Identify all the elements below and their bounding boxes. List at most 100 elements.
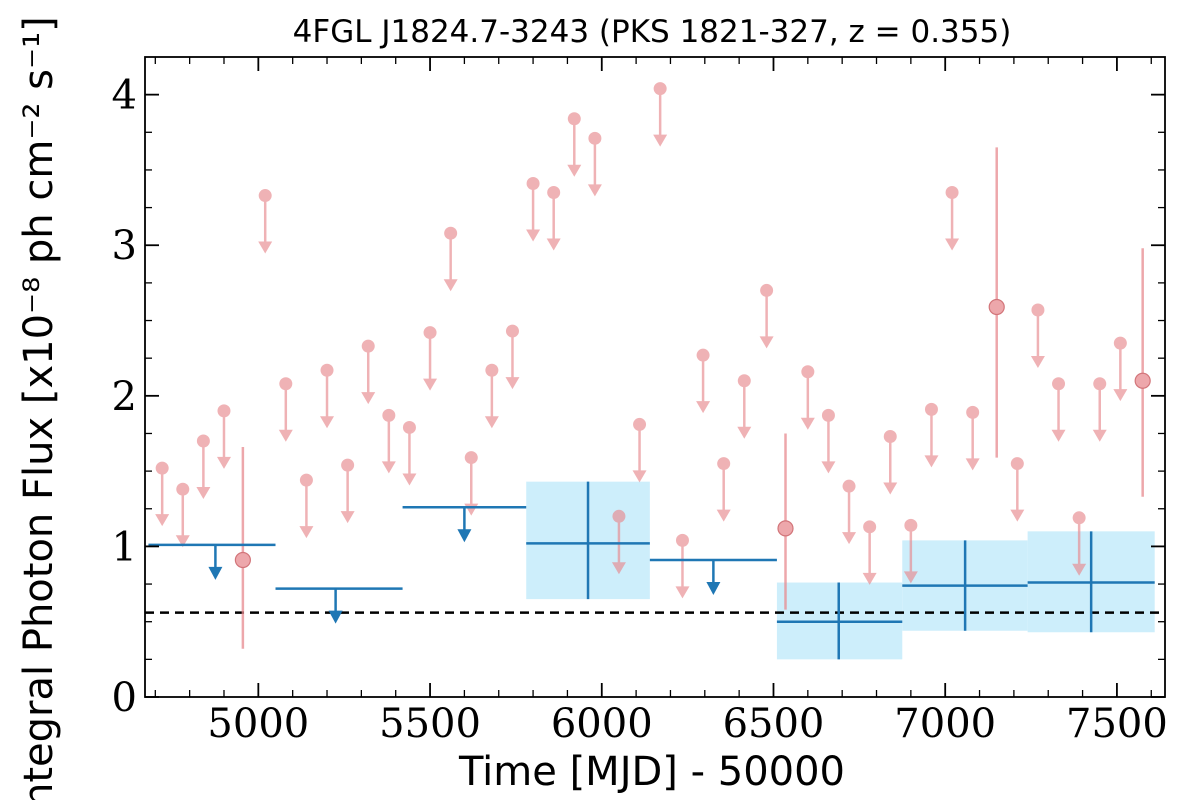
monthly-upper-limit	[1010, 457, 1025, 522]
upper-limit-arrowhead	[1113, 389, 1128, 402]
monthly-markers	[155, 82, 1151, 649]
upper-limit-marker	[883, 429, 897, 443]
upper-limit-arrowhead	[175, 535, 190, 548]
upper-limit-arrowhead	[505, 377, 520, 390]
monthly-upper-limit	[381, 408, 396, 474]
detection-marker	[234, 551, 251, 569]
yearly-upper-limit	[649, 558, 777, 595]
upper-limit-marker	[863, 520, 877, 534]
upper-limit-arrowhead	[1010, 509, 1025, 522]
upper-limit-marker	[1031, 303, 1045, 317]
plot-frame	[144, 56, 1166, 698]
monthly-upper-limit	[361, 339, 376, 405]
monthly-upper-limit	[737, 374, 752, 439]
upper-limit-arrowhead	[381, 461, 396, 474]
monthly-upper-limit	[883, 429, 898, 495]
upper-limit-marker	[382, 408, 396, 422]
monthly-upper-limit	[216, 404, 231, 469]
yearly-detection	[776, 582, 903, 660]
upper-limit-marker	[1093, 377, 1107, 391]
x-tick-label: 5000	[207, 701, 309, 747]
chart-title: 4FGL J1824.7-3243 (PKS 1821-327, z = 0.3…	[293, 14, 1012, 50]
monthly-upper-limit	[587, 131, 602, 197]
monthly-upper-limit	[175, 482, 190, 548]
axes-frame	[144, 56, 1166, 698]
monthly-upper-limit	[484, 363, 499, 429]
upper-limit-arrowhead	[216, 456, 231, 469]
detection-marker	[1134, 372, 1151, 389]
upper-limit-arrowhead	[862, 572, 877, 585]
upper-limit-arrowhead	[484, 416, 499, 429]
monthly-upper-limit	[611, 509, 626, 575]
monthly-detection	[234, 447, 251, 649]
upper-limit-marker	[924, 402, 938, 416]
upper-limit-marker	[196, 434, 210, 448]
upper-limit-arrowhead	[567, 164, 582, 177]
upper-limit-marker	[737, 374, 751, 388]
x-tick-label: 5500	[379, 701, 481, 747]
upper-limit-arrowhead	[924, 455, 939, 468]
x-axis-label: Time [MJD] - 50000	[458, 749, 845, 795]
upper-limit-marker	[1052, 377, 1066, 391]
y-tick-label: 4	[112, 73, 137, 119]
upper-limit-arrowhead	[587, 184, 602, 197]
upper-limit-marker	[444, 226, 458, 240]
upper-limit-marker	[485, 363, 499, 377]
upper-limit-arrowhead	[1092, 429, 1107, 442]
monthly-upper-limit	[320, 363, 335, 429]
monthly-upper-limit	[443, 226, 458, 292]
upper-limit-marker	[567, 112, 581, 126]
upper-limit-marker	[423, 326, 437, 340]
y-tick-label: 1	[112, 524, 137, 570]
detection-marker	[988, 298, 1005, 316]
upper-limit-marker	[717, 457, 731, 471]
upper-limit-marker	[675, 533, 689, 547]
upper-limit-arrowhead	[1072, 563, 1087, 576]
upper-limit-marker	[588, 131, 602, 145]
upper-limit-arrowhead	[402, 473, 417, 486]
monthly-upper-limit	[759, 283, 774, 349]
monthly-upper-limit	[1113, 336, 1128, 402]
upper-limit-arrowhead	[696, 401, 711, 414]
upper-limit-marker	[1072, 511, 1086, 525]
upper-limit-arrowhead	[675, 586, 690, 599]
upper-limit-marker	[801, 365, 815, 379]
monthly-upper-limit	[526, 176, 541, 242]
upper-limit-marker	[217, 404, 231, 418]
upper-limit-arrowhead	[800, 417, 815, 430]
upper-limit-marker	[176, 482, 190, 496]
upper-limit-marker	[361, 339, 375, 353]
monthly-upper-limit	[1051, 377, 1066, 442]
y-tick-label: 2	[112, 374, 137, 420]
upper-limit-arrowhead	[278, 429, 293, 442]
monthly-upper-limit	[196, 434, 211, 499]
upper-limit-marker	[320, 363, 334, 377]
monthly-upper-limit	[278, 377, 293, 442]
upper-limit-marker	[505, 324, 519, 338]
upper-limit-arrowhead	[340, 511, 355, 524]
upper-limit-marker	[612, 509, 626, 523]
upper-limit-marker	[842, 479, 856, 493]
upper-limit-arrowhead	[320, 416, 335, 429]
monthly-upper-limit	[862, 520, 877, 585]
upper-limit-arrowhead	[842, 532, 857, 545]
upper-limit-arrowhead	[903, 571, 918, 584]
x-tick-label: 6000	[551, 701, 653, 747]
upper-limit-marker	[547, 186, 561, 200]
upper-limit-arrowhead	[155, 514, 170, 527]
upper-limit-marker	[966, 405, 980, 419]
upper-limit-marker	[155, 461, 169, 475]
y-tick-label: 0	[112, 675, 137, 721]
monthly-upper-limit	[423, 326, 438, 391]
monthly-upper-limit	[842, 479, 857, 545]
yearly-upper-limit-arrowhead	[208, 566, 223, 580]
monthly-upper-limit	[299, 473, 314, 539]
monthly-upper-limit	[1092, 377, 1107, 442]
monthly-detection	[777, 433, 794, 610]
yearly-upper-limit-arrowhead	[328, 610, 343, 624]
upper-limit-arrowhead	[546, 238, 561, 251]
upper-limit-marker	[299, 473, 313, 487]
upper-limit-marker	[904, 518, 918, 532]
upper-limit-marker	[464, 451, 478, 465]
